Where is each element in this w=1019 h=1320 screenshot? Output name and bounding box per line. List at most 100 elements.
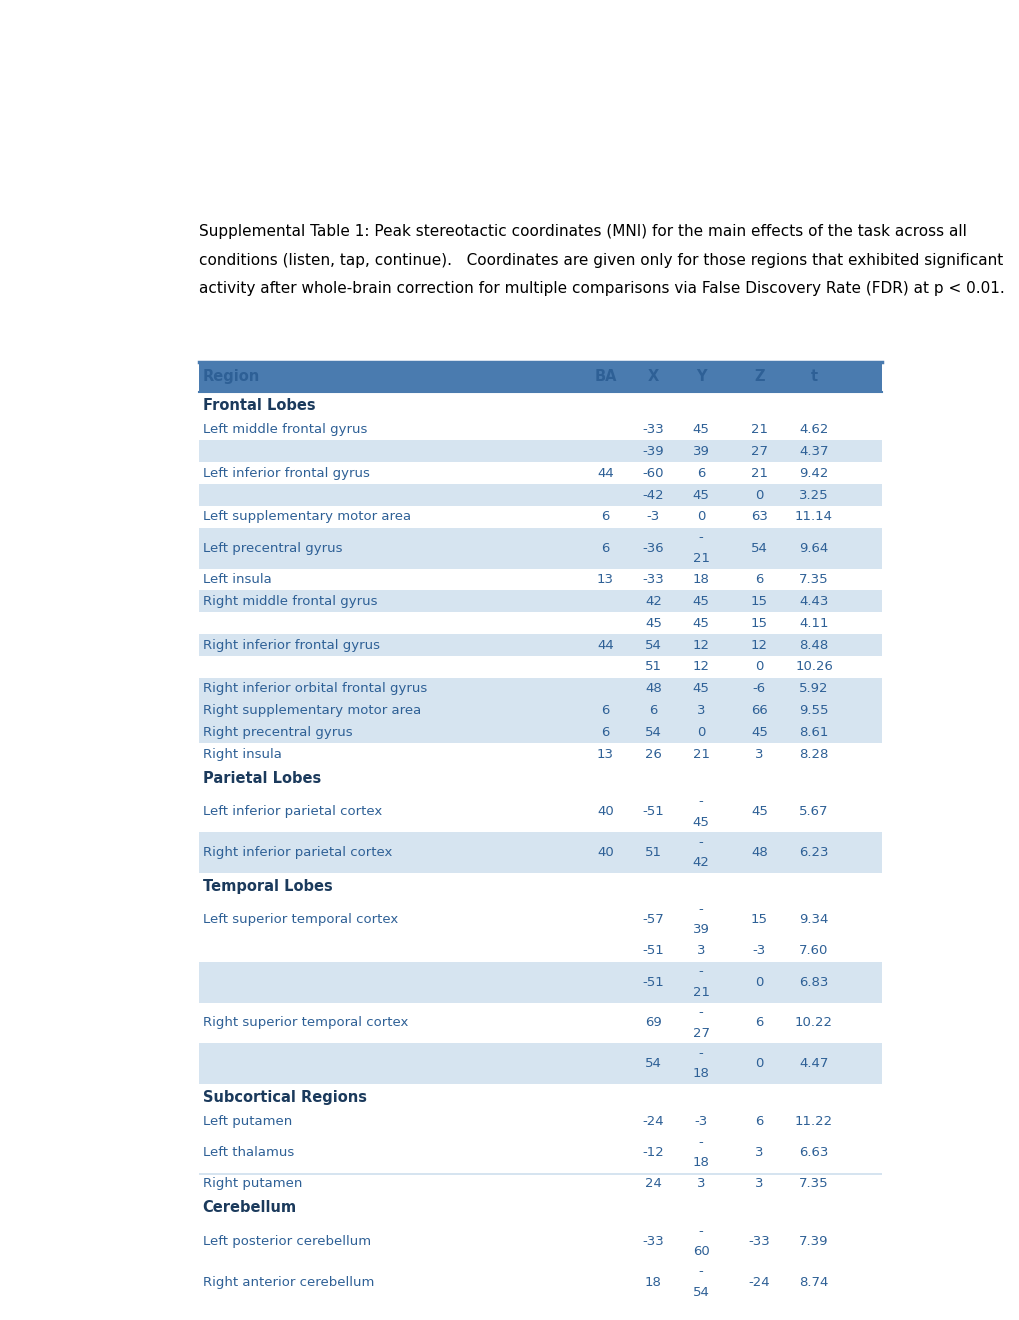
Text: 21: 21 [750, 467, 767, 479]
Text: -36: -36 [642, 541, 663, 554]
Bar [199, 612, 881, 634]
Text: Left posterior cerebellum: Left posterior cerebellum [203, 1236, 370, 1247]
Text: 6: 6 [754, 1114, 763, 1127]
Text: 51: 51 [644, 846, 661, 859]
Text: 48: 48 [644, 682, 661, 696]
Text: 45: 45 [692, 488, 709, 502]
Text: 4.47: 4.47 [799, 1057, 827, 1071]
Bar [199, 1221, 881, 1262]
Text: Right inferior parietal cortex: Right inferior parietal cortex [203, 846, 391, 859]
Text: Left thalamus: Left thalamus [203, 1146, 293, 1159]
Bar [199, 418, 881, 441]
Bar [199, 656, 881, 677]
Text: 6: 6 [601, 541, 609, 554]
Text: Z: Z [753, 370, 764, 384]
Text: 27: 27 [750, 445, 767, 458]
Bar [199, 700, 881, 722]
Text: 0: 0 [754, 1057, 763, 1071]
Bar [199, 634, 881, 656]
Text: -42: -42 [642, 488, 663, 502]
Text: Left supplementary motor area: Left supplementary motor area [203, 511, 411, 524]
Bar [199, 462, 881, 484]
Text: conditions (listen, tap, continue).   Coordinates are given only for those regio: conditions (listen, tap, continue). Coor… [199, 253, 1002, 268]
Text: 3: 3 [696, 1177, 705, 1191]
Bar [199, 792, 881, 833]
Text: Left middle frontal gyrus: Left middle frontal gyrus [203, 422, 367, 436]
Text: 6: 6 [754, 1016, 763, 1030]
Text: 45: 45 [750, 726, 767, 739]
Text: -24: -24 [748, 1275, 769, 1288]
Text: -33: -33 [642, 573, 663, 586]
Text: 0: 0 [754, 488, 763, 502]
Text: Supplemental Table 1: Peak stereotactic coordinates (MNI) for the main effects o: Supplemental Table 1: Peak stereotactic … [199, 224, 966, 239]
Text: Y: Y [695, 370, 706, 384]
Text: -: - [698, 1006, 703, 1019]
Text: Region: Region [203, 370, 260, 384]
Text: 8.74: 8.74 [799, 1275, 827, 1288]
Text: 45: 45 [692, 595, 709, 607]
Text: 0: 0 [754, 660, 763, 673]
Text: 7.35: 7.35 [799, 573, 828, 586]
Text: 54: 54 [644, 726, 661, 739]
Text: 4.37: 4.37 [799, 445, 828, 458]
Bar [199, 722, 881, 743]
Bar [199, 506, 881, 528]
Text: 39: 39 [692, 445, 709, 458]
Text: 3: 3 [754, 1146, 763, 1159]
Text: 0: 0 [696, 726, 705, 739]
Text: 10.22: 10.22 [794, 1016, 833, 1030]
Text: 40: 40 [596, 805, 613, 818]
Text: 21: 21 [692, 747, 709, 760]
Bar [199, 441, 881, 462]
Text: 3: 3 [696, 944, 705, 957]
Bar [199, 484, 881, 506]
Text: Subcortical Regions: Subcortical Regions [203, 1089, 366, 1105]
Text: -: - [698, 1047, 703, 1060]
Bar [199, 1172, 881, 1195]
Text: -: - [698, 965, 703, 978]
Text: 54: 54 [644, 1057, 661, 1071]
Text: 51: 51 [644, 660, 661, 673]
Text: 27: 27 [692, 1027, 709, 1040]
Text: 39: 39 [692, 924, 709, 936]
Text: 8.48: 8.48 [799, 639, 827, 652]
Text: 54: 54 [644, 639, 661, 652]
Text: -: - [698, 1266, 703, 1278]
Bar [199, 1262, 881, 1303]
Text: 44: 44 [596, 639, 613, 652]
Bar [199, 743, 881, 766]
Text: 9.55: 9.55 [799, 704, 828, 717]
Text: 21: 21 [692, 986, 709, 999]
Text: 18: 18 [644, 1275, 661, 1288]
Text: 15: 15 [750, 616, 767, 630]
Text: 11.22: 11.22 [794, 1114, 833, 1127]
Text: -39: -39 [642, 445, 663, 458]
Text: 45: 45 [692, 816, 709, 829]
Text: -: - [698, 532, 703, 545]
Bar [199, 940, 881, 962]
Text: 9.42: 9.42 [799, 467, 827, 479]
Text: 12: 12 [692, 660, 709, 673]
Text: 6.63: 6.63 [799, 1146, 827, 1159]
Text: 45: 45 [750, 805, 767, 818]
Text: 5.67: 5.67 [799, 805, 828, 818]
Text: 0: 0 [754, 975, 763, 989]
Text: Right precentral gyrus: Right precentral gyrus [203, 726, 352, 739]
Text: 54: 54 [692, 1286, 709, 1299]
Text: 6: 6 [754, 573, 763, 586]
Text: -33: -33 [642, 1236, 663, 1247]
Bar [199, 873, 881, 899]
Text: 0: 0 [696, 511, 705, 524]
Bar [199, 962, 881, 1002]
Text: 5.92: 5.92 [799, 682, 828, 696]
Text: 4.11: 4.11 [799, 616, 828, 630]
Text: 6: 6 [696, 467, 705, 479]
Text: -: - [698, 903, 703, 916]
Text: -60: -60 [642, 467, 663, 479]
Bar [199, 1133, 881, 1172]
Text: 8.61: 8.61 [799, 726, 827, 739]
Text: Right inferior orbital frontal gyrus: Right inferior orbital frontal gyrus [203, 682, 426, 696]
Text: 18: 18 [692, 573, 709, 586]
Text: -57: -57 [642, 913, 663, 927]
Text: 15: 15 [750, 913, 767, 927]
